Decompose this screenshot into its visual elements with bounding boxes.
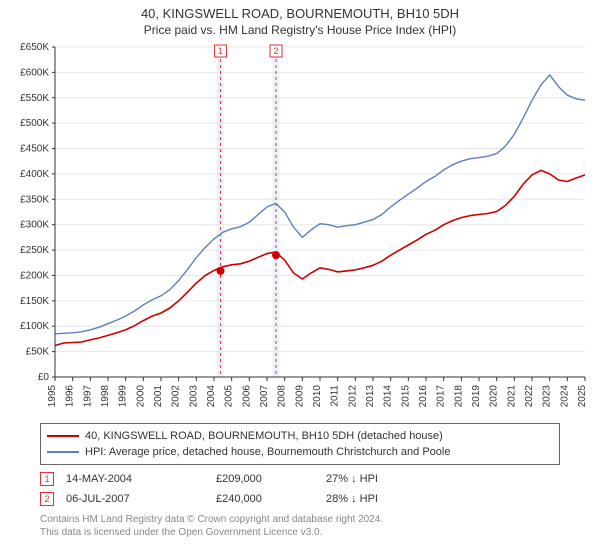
title-line-1: 40, KINGSWELL ROAD, BOURNEMOUTH, BH10 5D… (0, 6, 600, 21)
legend-label: 40, KINGSWELL ROAD, BOURNEMOUTH, BH10 5D… (85, 430, 443, 442)
svg-text:2021: 2021 (506, 385, 517, 408)
svg-text:2025: 2025 (577, 385, 588, 408)
svg-text:£400K: £400K (20, 169, 49, 180)
svg-text:£50K: £50K (26, 347, 50, 358)
legend-item: HPI: Average price, detached house, Bour… (47, 444, 553, 460)
svg-text:1995: 1995 (47, 385, 58, 408)
svg-text:£200K: £200K (20, 270, 49, 281)
legend: 40, KINGSWELL ROAD, BOURNEMOUTH, BH10 5D… (40, 423, 560, 465)
svg-text:2017: 2017 (436, 385, 447, 408)
svg-text:2024: 2024 (559, 385, 570, 408)
svg-text:2009: 2009 (294, 385, 305, 408)
svg-text:2005: 2005 (224, 385, 235, 408)
transaction-price: £209,000 (216, 473, 326, 485)
svg-text:2013: 2013 (365, 385, 376, 408)
svg-text:2012: 2012 (347, 385, 358, 408)
svg-text:1996: 1996 (65, 385, 76, 408)
svg-text:£300K: £300K (20, 220, 49, 231)
legend-swatch (47, 435, 79, 437)
svg-text:2014: 2014 (383, 385, 394, 408)
legend-item: 40, KINGSWELL ROAD, BOURNEMOUTH, BH10 5D… (47, 428, 553, 444)
svg-text:2022: 2022 (524, 385, 535, 408)
transaction-diff: 28% ↓ HPI (326, 493, 446, 505)
transaction-marker: 1 (40, 472, 54, 486)
svg-text:2020: 2020 (489, 385, 500, 408)
svg-text:£350K: £350K (20, 194, 49, 205)
svg-text:2001: 2001 (153, 385, 164, 408)
svg-text:2003: 2003 (188, 385, 199, 408)
svg-text:£450K: £450K (20, 144, 49, 155)
svg-text:2002: 2002 (171, 385, 182, 408)
svg-text:2023: 2023 (542, 385, 553, 408)
svg-text:2000: 2000 (135, 385, 146, 408)
transaction-marker: 2 (40, 492, 54, 506)
transactions-table: 1 14-MAY-2004£209,00027% ↓ HPI 2 06-JUL-200… (40, 469, 560, 509)
svg-text:2004: 2004 (206, 385, 217, 408)
svg-text:2019: 2019 (471, 385, 482, 408)
svg-text:£650K: £650K (20, 42, 49, 53)
legend-label: HPI: Average price, detached house, Bour… (85, 446, 450, 458)
transaction-date: 14-MAY-2004 (66, 473, 216, 485)
svg-text:£500K: £500K (20, 118, 49, 129)
legend-swatch (47, 451, 79, 453)
transaction-price: £240,000 (216, 493, 326, 505)
svg-text:1997: 1997 (82, 385, 93, 408)
svg-text:£100K: £100K (20, 321, 49, 332)
svg-text:2015: 2015 (400, 385, 411, 408)
svg-text:1: 1 (218, 46, 223, 56)
footnote-line-1: Contains HM Land Registry data © Crown c… (40, 513, 560, 526)
svg-text:2006: 2006 (241, 385, 252, 408)
svg-text:£150K: £150K (20, 296, 49, 307)
svg-text:£0: £0 (38, 372, 50, 383)
transaction-row: 1 14-MAY-2004£209,00027% ↓ HPI (40, 469, 560, 489)
price-chart: £0 £50K £100K £150K £200K £250K £300K £350K £400… (0, 37, 600, 417)
footnote: Contains HM Land Registry data © Crown c… (40, 513, 560, 539)
svg-text:2: 2 (274, 46, 279, 56)
transaction-row: 2 06-JUL-2007£240,00028% ↓ HPI (40, 489, 560, 509)
svg-text:£250K: £250K (20, 245, 49, 256)
svg-text:2007: 2007 (259, 385, 270, 408)
svg-text:£550K: £550K (20, 93, 49, 104)
svg-text:2011: 2011 (330, 385, 341, 407)
transaction-date: 06-JUL-2007 (66, 493, 216, 505)
chart-titles: 40, KINGSWELL ROAD, BOURNEMOUTH, BH10 5D… (0, 0, 600, 37)
svg-text:2016: 2016 (418, 385, 429, 408)
title-line-2: Price paid vs. HM Land Registry's House … (0, 23, 600, 37)
svg-text:1998: 1998 (100, 385, 111, 408)
footnote-line-2: This data is licensed under the Open Gov… (40, 526, 560, 539)
svg-text:£600K: £600K (20, 67, 49, 78)
svg-text:2010: 2010 (312, 385, 323, 408)
svg-text:2018: 2018 (453, 385, 464, 408)
svg-text:1999: 1999 (118, 385, 129, 408)
transaction-diff: 27% ↓ HPI (326, 473, 446, 485)
svg-text:2008: 2008 (277, 385, 288, 408)
